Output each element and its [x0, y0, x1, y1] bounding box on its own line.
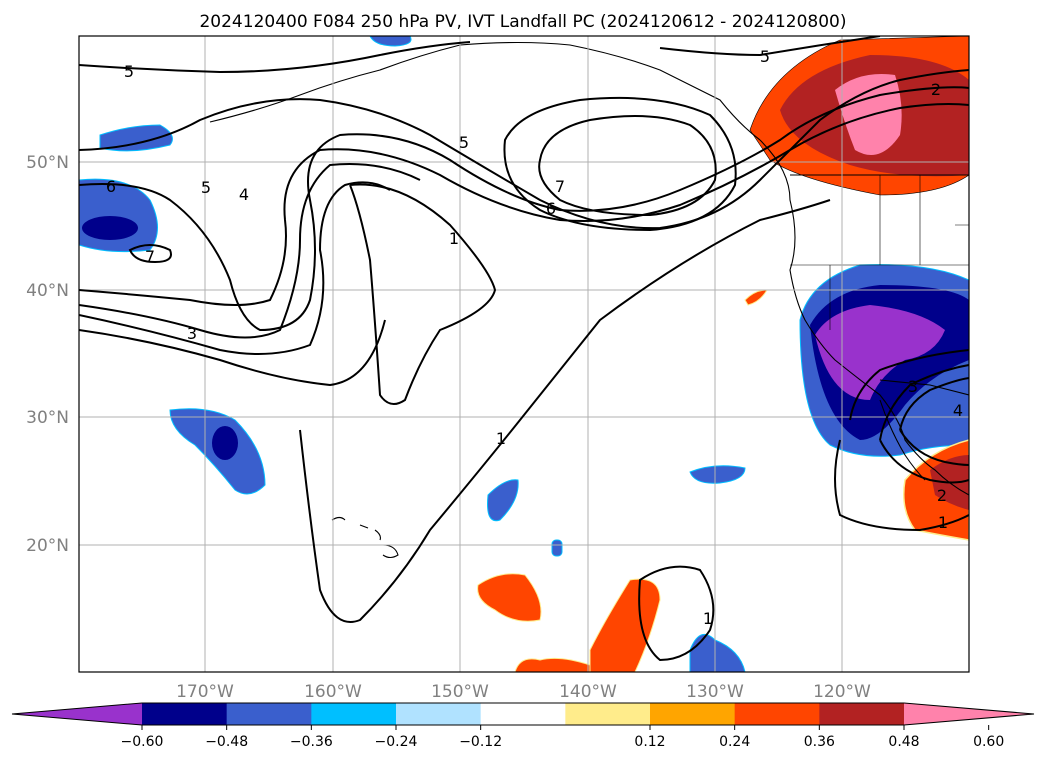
colorbar-extend-high: [904, 703, 1034, 725]
coastline-north-america: [759, 139, 969, 496]
negative-region-top: [369, 36, 412, 47]
lon-tick-label: 120°W: [813, 682, 871, 702]
colorbar-tick-label: 0.36: [804, 734, 835, 750]
gridlines: [79, 36, 969, 672]
contour-1-south: [638, 565, 715, 662]
colorbar-tick-label: −0.48: [205, 734, 248, 750]
border-us-mexico: [879, 379, 969, 396]
contour-label: 5: [201, 178, 211, 197]
colorbar-segment: [734, 703, 820, 725]
contour-label: 4: [239, 185, 249, 204]
contour-label: 3: [187, 324, 197, 343]
negative-region-east-core: [815, 305, 945, 400]
contour-label: 5: [459, 133, 469, 152]
figure-title: 2024120400 F084 250 hPa PV, IVT Landfall…: [199, 12, 846, 32]
lon-tick-label: 170°W: [176, 682, 234, 702]
contour-label: 7: [555, 177, 565, 196]
contour-1-long: [299, 199, 831, 623]
contour-ridge-2: [79, 103, 969, 306]
contour-closed-7: [538, 115, 717, 217]
contour-east-4: [899, 377, 969, 466]
state-borders: [790, 175, 969, 330]
colorbar-segment: [311, 703, 397, 725]
contour-3: [79, 319, 386, 387]
colorbar-tick-label: 0.24: [719, 734, 750, 750]
negative-region-central-core: [212, 426, 238, 460]
map-frame: [78, 35, 970, 673]
colorbar-tick-label: −0.24: [375, 734, 418, 750]
contour-ridge-4: [79, 181, 391, 355]
colorbar-segment: [396, 703, 482, 725]
lat-tick-label: 50°N: [26, 153, 69, 173]
contour-5-nw: [79, 41, 471, 74]
contour-label: 2: [931, 80, 941, 99]
lon-tick-label: 140°W: [559, 682, 617, 702]
pv-contours: [79, 36, 969, 662]
lon-tick-label: 150°W: [431, 682, 489, 702]
contour-closed-6: [503, 96, 737, 232]
colorbar-segment: [819, 703, 905, 725]
positive-region-south-1: [477, 573, 542, 622]
lon-tick-labels: 170°W 160°W 150°W 140°W 130°W 120°W: [176, 682, 871, 702]
colorbar-tick-label: 0.12: [634, 734, 665, 750]
lat-tick-label: 40°N: [26, 281, 69, 301]
lon-tick-label: 130°W: [686, 682, 744, 702]
colorbar-segment: [226, 703, 312, 725]
colorbar: −0.60 −0.48 −0.36 −0.24 −0.12 0.12 0.24 0.36 0.4…: [11, 702, 1035, 750]
positive-region-south-2: [589, 578, 661, 672]
negative-region-west-core: [82, 216, 138, 240]
colorbar-segment: [142, 703, 228, 725]
lat-tick-label: 30°N: [26, 408, 69, 428]
colorbar-tick-label: 0.48: [888, 734, 919, 750]
colorbar-tick-label: −0.60: [121, 734, 164, 750]
negative-region-small-east: [689, 465, 746, 484]
contour-label: 6: [546, 199, 556, 218]
coastline-hawaii: [331, 516, 399, 559]
contour-east-2: [849, 349, 969, 421]
contour-label: 2: [937, 486, 947, 505]
contour-label: 6: [106, 177, 116, 196]
colorbar-tick-label: −0.12: [459, 734, 502, 750]
colorbar-segment: [480, 703, 566, 725]
colorbar-tick-label: −0.36: [290, 734, 333, 750]
contour-label: 1: [496, 429, 506, 448]
lat-tick-labels: 20°N 30°N 40°N 50°N: [26, 153, 69, 556]
lat-tick-label: 20°N: [26, 536, 69, 556]
lon-tick-label: 160°W: [304, 682, 362, 702]
contour-label: 3: [908, 377, 918, 396]
contour-label: 1: [938, 513, 948, 532]
negative-region-nw: [99, 124, 173, 152]
contour-labels: 5 5 2 5 7 6 6 5 4 1 7 3 1 3 2 1 1 4: [106, 47, 963, 628]
contour-label: 4: [953, 401, 963, 420]
negative-region-hawaii-ne: [487, 479, 519, 522]
colorbar-segment: [650, 703, 736, 725]
contour-small-7: [128, 244, 172, 264]
negative-region-tiny: [551, 539, 563, 557]
positive-region-south-3: [514, 657, 591, 672]
contour-5-ne: [659, 36, 881, 57]
contour-1: [349, 183, 497, 405]
contour-east-1: [834, 439, 969, 532]
contour-label: 1: [703, 609, 713, 628]
contour-ridge-3: [79, 163, 421, 339]
contour-label: 7: [145, 247, 155, 266]
colorbar-extend-low: [12, 703, 142, 725]
coastline-layer: [209, 41, 969, 559]
coastline-alaska: [209, 41, 761, 141]
colorbar-tick-label: 0.60: [973, 734, 1004, 750]
contour-ridge-1: [79, 86, 969, 332]
colorbar-segment: [565, 703, 651, 725]
contour-label: 5: [760, 47, 770, 66]
contour-label: 5: [124, 62, 134, 81]
map-panel: 5 5 2 5 7 6 6 5 4 1 7 3 1 3 2 1 1 4: [79, 36, 969, 672]
contour-east-3: [879, 364, 969, 484]
contour-label: 1: [449, 229, 459, 248]
